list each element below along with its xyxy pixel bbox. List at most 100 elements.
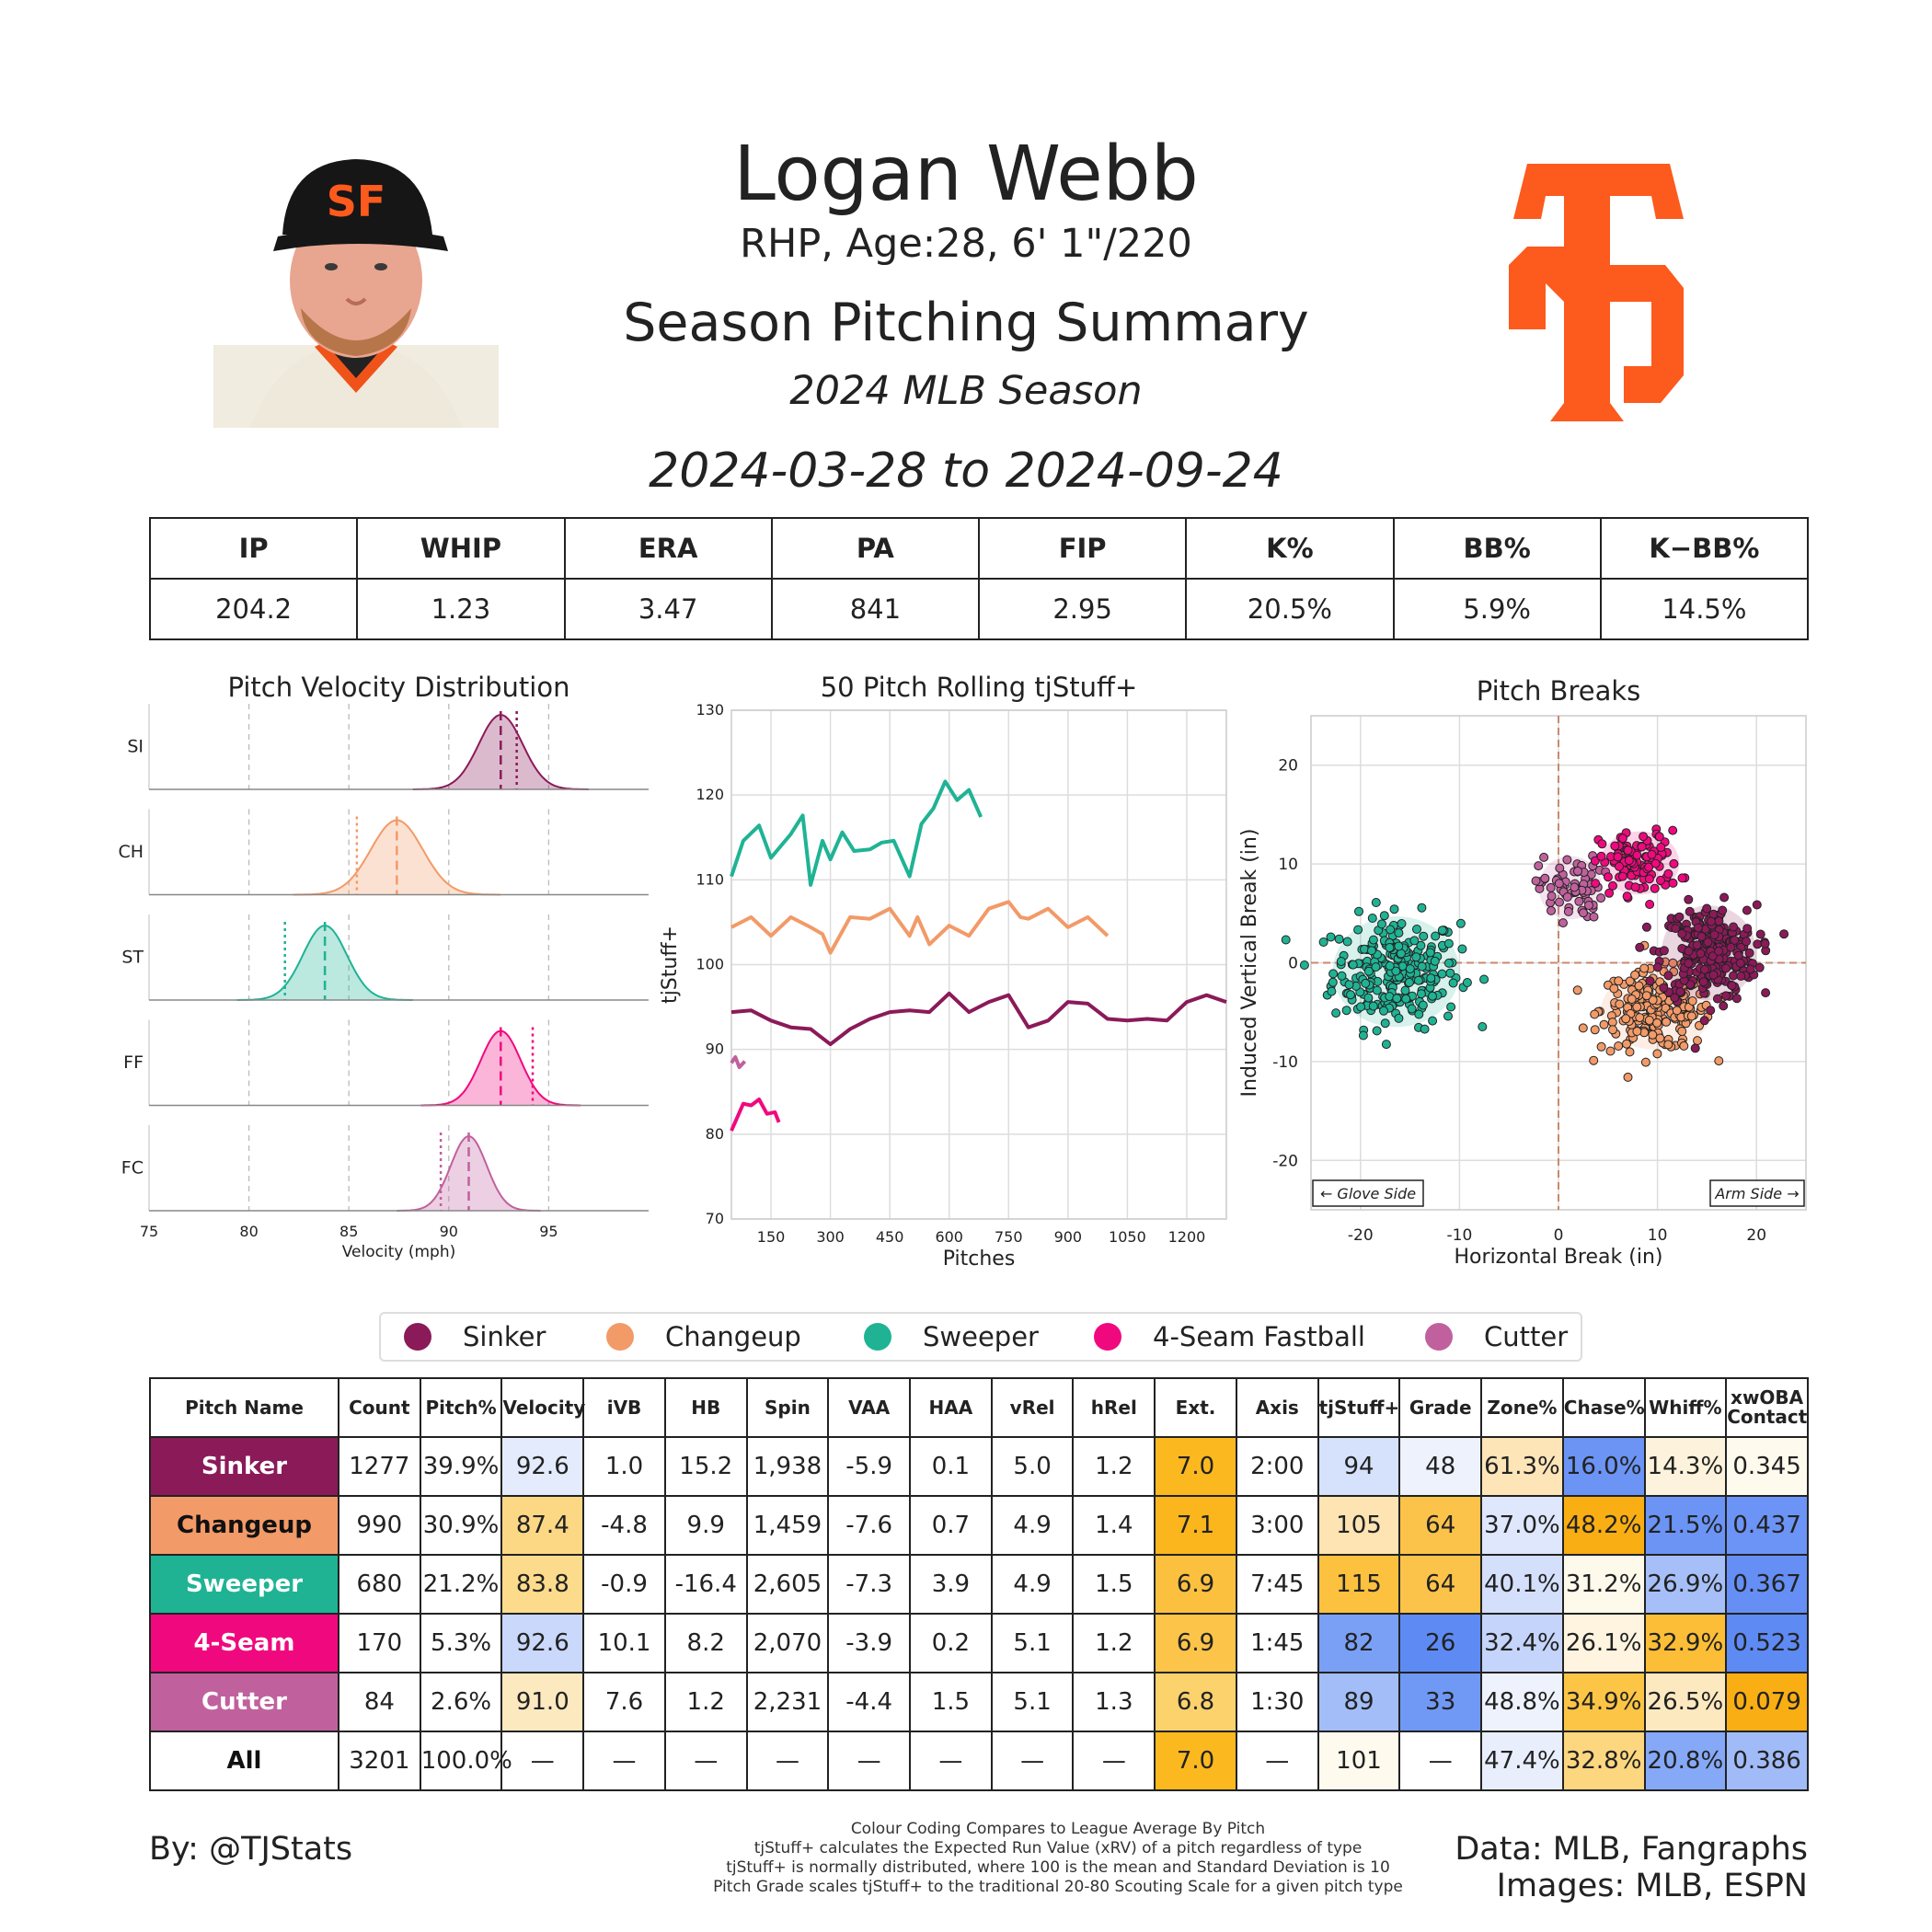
pitch-metric-cell: 0.1 — [909, 1436, 993, 1497]
point-Cutter — [1562, 855, 1572, 865]
point-Sweeper — [1430, 956, 1440, 966]
pitch-metric-cell: 1.2 — [1072, 1613, 1156, 1673]
pitch-metric-cell: 33 — [1398, 1672, 1483, 1732]
point-Cutter — [1584, 901, 1593, 910]
x-tick-label: 75 — [140, 1223, 158, 1240]
stats-header: K−BB% — [1599, 517, 1810, 580]
row-label: CH — [118, 842, 144, 862]
point-Sweeper — [1437, 926, 1447, 936]
point-4-Seam Fastball — [1654, 832, 1664, 842]
pitch-metric-cell: 83.8 — [500, 1554, 585, 1615]
pitch-metric-cell: — — [745, 1731, 830, 1791]
point-Sinker — [1736, 972, 1746, 981]
point-4-Seam Fastball — [1644, 874, 1654, 884]
x-tick-label: 450 — [876, 1228, 904, 1246]
pitch-table-header: Spin — [745, 1377, 830, 1438]
pitch-metric-cell: 40.1% — [1480, 1554, 1564, 1615]
point-Sweeper — [1372, 1026, 1382, 1036]
point-Sweeper — [1386, 925, 1396, 935]
x-tick-label: 900 — [1054, 1228, 1083, 1246]
stats-value: 5.9% — [1392, 578, 1602, 640]
pitch-metric-cell: — — [1235, 1731, 1319, 1791]
pitch-metric-cell: — — [909, 1731, 993, 1791]
author-credit: By: @TJStats — [149, 1831, 353, 1868]
annotation-glove-side: ← Glove Side — [1312, 1179, 1424, 1207]
point-Sinker — [1677, 929, 1687, 938]
x-tick-label: -10 — [1447, 1226, 1473, 1245]
point-Changeup — [1589, 1055, 1599, 1065]
point-Sweeper — [1328, 977, 1338, 987]
pitch-metric-cell: 37.0% — [1480, 1495, 1564, 1556]
pitch-metric-cell: 1.5 — [1072, 1554, 1156, 1615]
x-tick-label: 750 — [995, 1228, 1023, 1246]
point-Changeup — [1605, 1046, 1616, 1056]
stats-header: WHIP — [356, 517, 566, 580]
pitch-breaks-chart: Pitch Breaks -20 -10 0 10 20 -20 -10 0 10 20 ← Glov… — [1238, 675, 1807, 1269]
point-Sinker — [1635, 942, 1645, 952]
point-4-Seam Fastball — [1656, 843, 1666, 852]
pitch-table-row: Sinker 1277 39.9% 92.6 1.0 15.2 1,938 -5.9 0.1 5.… — [149, 1436, 1809, 1497]
point-Sinker — [1652, 962, 1662, 972]
pitch-metric-cell: 170 — [338, 1613, 421, 1673]
pitch-metric-cell: 680 — [338, 1554, 421, 1615]
pitch-metric-cell: 3.9 — [909, 1554, 993, 1615]
footnote: Pitch Grade scales tjStuff+ to the tradi… — [713, 1878, 1403, 1896]
point-4-Seam Fastball — [1630, 882, 1640, 892]
pitch-metric-cell: 15.2 — [663, 1436, 748, 1497]
pitch-metric-cell: 48 — [1398, 1436, 1483, 1497]
point-Changeup — [1572, 985, 1582, 995]
point-Sinker — [1742, 924, 1753, 934]
pitch-legend: Sinker Changeup Sweeper 4-Seam Fastball … — [379, 1312, 1582, 1362]
point-Sweeper — [1341, 1006, 1351, 1016]
pitch-metric-cell: -7.3 — [827, 1554, 912, 1615]
pitch-metric-cell: 2,605 — [745, 1554, 830, 1615]
player-bio: RHP, Age:28, 6' 1"/220 — [740, 221, 1192, 267]
point-Sinker — [1703, 937, 1713, 948]
point-Sweeper — [1366, 946, 1376, 956]
point-4-Seam Fastball — [1603, 872, 1613, 882]
point-Sweeper — [1417, 903, 1427, 913]
y-tick-label: 120 — [696, 786, 724, 803]
summary-heading: Season Pitching Summary — [623, 293, 1309, 353]
point-Sweeper — [1397, 919, 1407, 928]
annotation-box — [1312, 1179, 1424, 1207]
point-Changeup — [1632, 1027, 1642, 1036]
pitch-table-header: HB — [663, 1377, 748, 1438]
legend-label: Cutter — [1484, 1321, 1569, 1352]
point-Sweeper — [1394, 941, 1404, 951]
point-Sweeper — [1425, 948, 1435, 958]
point-Sinker — [1645, 976, 1655, 986]
pitch-metric-cell: 7.0 — [1154, 1436, 1237, 1497]
point-Sinker — [1779, 929, 1789, 939]
pitch-name-cell: Sinker — [149, 1436, 339, 1497]
legend-item-cutter: Cutter — [1425, 1314, 1568, 1360]
team-logo-mark — [1509, 164, 1684, 421]
point-Sinker — [1699, 964, 1709, 974]
density-area-FF — [420, 1030, 581, 1106]
point-Sinker — [1696, 932, 1707, 941]
point-4-Seam Fastball — [1617, 871, 1627, 881]
point-Sweeper — [1326, 932, 1336, 942]
y-tick-label: 110 — [696, 870, 724, 888]
team-logo: SF — [1500, 155, 1697, 421]
pitch-table-header: Zone% — [1480, 1377, 1564, 1438]
stats-value: 2.95 — [977, 578, 1188, 640]
x-tick-label: 90 — [440, 1223, 458, 1240]
point-Changeup — [1662, 1017, 1672, 1027]
point-Sweeper — [1443, 938, 1454, 949]
point-Changeup — [1596, 1041, 1606, 1052]
point-4-Seam Fastball — [1677, 873, 1687, 883]
player-name: Logan Webb — [733, 131, 1199, 218]
pitch-metric-cell: -4.8 — [582, 1495, 666, 1556]
velocity-distribution-chart: Pitch Velocity Distribution SI CH ST FF FC 75 8… — [118, 672, 649, 1261]
point-Sweeper — [1443, 1011, 1453, 1021]
point-Changeup — [1648, 995, 1658, 1005]
point-Changeup — [1608, 1025, 1617, 1035]
point-Changeup — [1622, 1039, 1631, 1049]
point-Sweeper — [1372, 985, 1382, 995]
point-Changeup — [1599, 1019, 1609, 1029]
point-Sweeper — [1361, 978, 1371, 988]
point-Sweeper — [1363, 966, 1374, 976]
pitch-metric-cell: 34.9% — [1561, 1672, 1646, 1732]
annotation-arm-side: Arm Side → — [1709, 1179, 1805, 1207]
